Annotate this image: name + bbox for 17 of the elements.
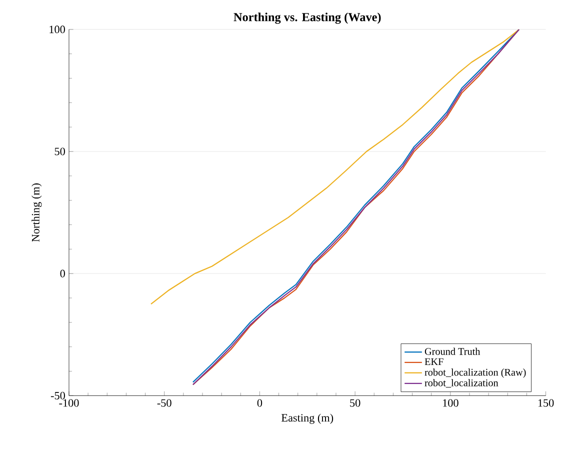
chart-title: Northing vs. Easting (Wave) [234, 12, 381, 24]
x-tick-label: 150 [538, 399, 554, 407]
legend-label: robot_localization [424, 379, 498, 388]
legend-label: robot_localization (Raw) [424, 368, 526, 378]
legend-label: EKF [424, 358, 444, 366]
y-tick-label: 50 [54, 148, 65, 156]
y-tick-label: 0 [60, 270, 65, 278]
y-tick-label: -50 [50, 392, 65, 400]
x-tick-label: 0 [257, 399, 262, 407]
legend-label: Ground Truth [424, 348, 480, 356]
x-axis-title: Easting (m) [282, 414, 334, 424]
x-tick-label: 50 [350, 399, 360, 407]
y-axis-title: Northing (m) [32, 184, 42, 242]
x-tick-label: 100 [443, 399, 458, 407]
y-tick-label: 100 [50, 26, 65, 34]
x-tick-label: -100 [59, 399, 79, 407]
x-tick-label: -50 [157, 399, 172, 407]
